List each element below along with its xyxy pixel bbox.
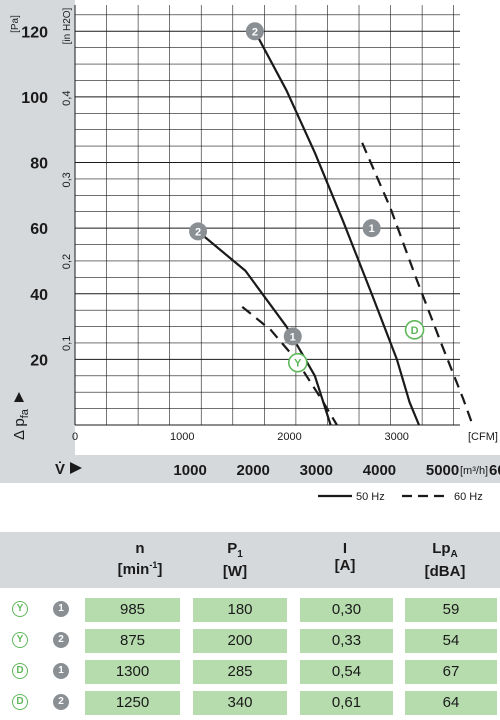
curve-marker-label: 2 — [252, 26, 258, 38]
y-unit-pa: [Pa] — [10, 15, 21, 33]
y-tick-pa: 20 — [30, 352, 48, 369]
curve-marker-2 — [189, 222, 208, 241]
curve-marker-label: 1 — [290, 331, 296, 343]
cell-lp: 59 — [405, 598, 497, 622]
mode-marker-D — [404, 320, 425, 340]
mode-marker-Y — [287, 352, 308, 373]
legend-50hz: 50 Hz — [356, 491, 385, 503]
mode-badge: Y — [12, 601, 28, 617]
series-curve-1 — [253, 30, 420, 426]
curve-marker-1 — [362, 219, 381, 238]
y-tick-inh2o: 0,1 — [61, 336, 73, 351]
x-tick-cfm: 0 — [72, 431, 78, 443]
curve-badge: 2 — [53, 632, 69, 648]
header-power: P1 [W] — [222, 540, 248, 580]
cell-n: 1250 — [85, 691, 180, 715]
x-tick-cfm: 1000 — [170, 431, 194, 443]
series-curve-3 — [361, 142, 474, 426]
cell-lp: 54 — [405, 629, 497, 653]
x-tick-m3h: 2000 — [237, 462, 270, 479]
curve-marker-label: 2 — [195, 226, 201, 238]
header-sound: LpA [dBA] — [424, 540, 466, 580]
curve-marker-2 — [245, 22, 264, 41]
mode-marker-label: D — [411, 325, 419, 337]
x-axis-panel — [0, 455, 500, 483]
y-tick-pa: 60 — [30, 221, 48, 238]
y-axis-arrow-icon — [14, 392, 24, 402]
y-tick-pa: 80 — [30, 156, 48, 173]
y-tick-pa: 120 — [21, 24, 48, 41]
curve-badge: 1 — [53, 663, 69, 679]
curve-marker-1 — [283, 327, 302, 346]
curve-badge: 1 — [53, 601, 69, 617]
table-row: Y 2 875 200 0,33 54 — [0, 628, 500, 654]
x-tick-m3h: 5000 — [426, 462, 459, 479]
y-tick-pa: 100 — [21, 90, 48, 107]
y-tick-inh2o: 0,2 — [61, 254, 73, 269]
mode-badge: D — [12, 694, 28, 710]
x-axis-arrow-icon — [70, 462, 82, 474]
y-unit-inh2o: [in H2O] — [62, 7, 73, 44]
cell-i: 0,30 — [300, 598, 393, 622]
cell-i: 0,33 — [300, 629, 393, 653]
header-speed: n [min-1] — [117, 540, 163, 578]
cell-n: 1300 — [85, 660, 180, 684]
curve-marker-label: 1 — [369, 223, 375, 235]
table-header — [0, 532, 500, 588]
x-tick-m3h: 1000 — [173, 462, 206, 479]
x-tick-m3h: 4000 — [363, 462, 396, 479]
cell-p: 200 — [193, 629, 287, 653]
x-unit-cfm: [CFM] — [468, 431, 498, 443]
cell-n: 985 — [85, 598, 180, 622]
cell-n: 875 — [85, 629, 180, 653]
mode-badge: Y — [12, 632, 28, 648]
y-axis-panel — [0, 0, 75, 455]
header-current: I [A] — [334, 540, 356, 574]
x-unit-m3h: [m³/h] — [460, 465, 488, 477]
mode-marker-label: Y — [294, 358, 302, 370]
cell-p: 180 — [193, 598, 287, 622]
y-tick-inh2o: 0,4 — [61, 91, 73, 106]
x-tick-m3h: 6000 — [489, 462, 500, 479]
cell-lp: 67 — [405, 660, 497, 684]
legend-60hz: 60 Hz — [454, 491, 483, 503]
table-row: Y 1 985 180 0,30 59 — [0, 597, 500, 623]
cell-i: 0,61 — [300, 691, 393, 715]
series-curve-0 — [197, 230, 332, 426]
x-tick-cfm: 2000 — [277, 431, 301, 443]
y-tick-inh2o: 0,3 — [61, 172, 73, 187]
table-row: D 1 1300 285 0,54 67 — [0, 659, 500, 685]
x-tick-m3h: 3000 — [300, 462, 333, 479]
y-tick-pa: 40 — [30, 287, 48, 304]
curve-badge: 2 — [53, 694, 69, 710]
cell-p: 285 — [193, 660, 287, 684]
mode-badge: D — [12, 663, 28, 679]
x-axis-title: V̇ — [55, 461, 65, 478]
x-tick-cfm: 3000 — [384, 431, 408, 443]
cell-p: 340 — [193, 691, 287, 715]
cell-lp: 64 — [405, 691, 497, 715]
table-row: D 2 1250 340 0,61 64 — [0, 690, 500, 716]
y-axis-title: Δ pfa — [11, 408, 31, 440]
cell-i: 0,54 — [300, 660, 393, 684]
